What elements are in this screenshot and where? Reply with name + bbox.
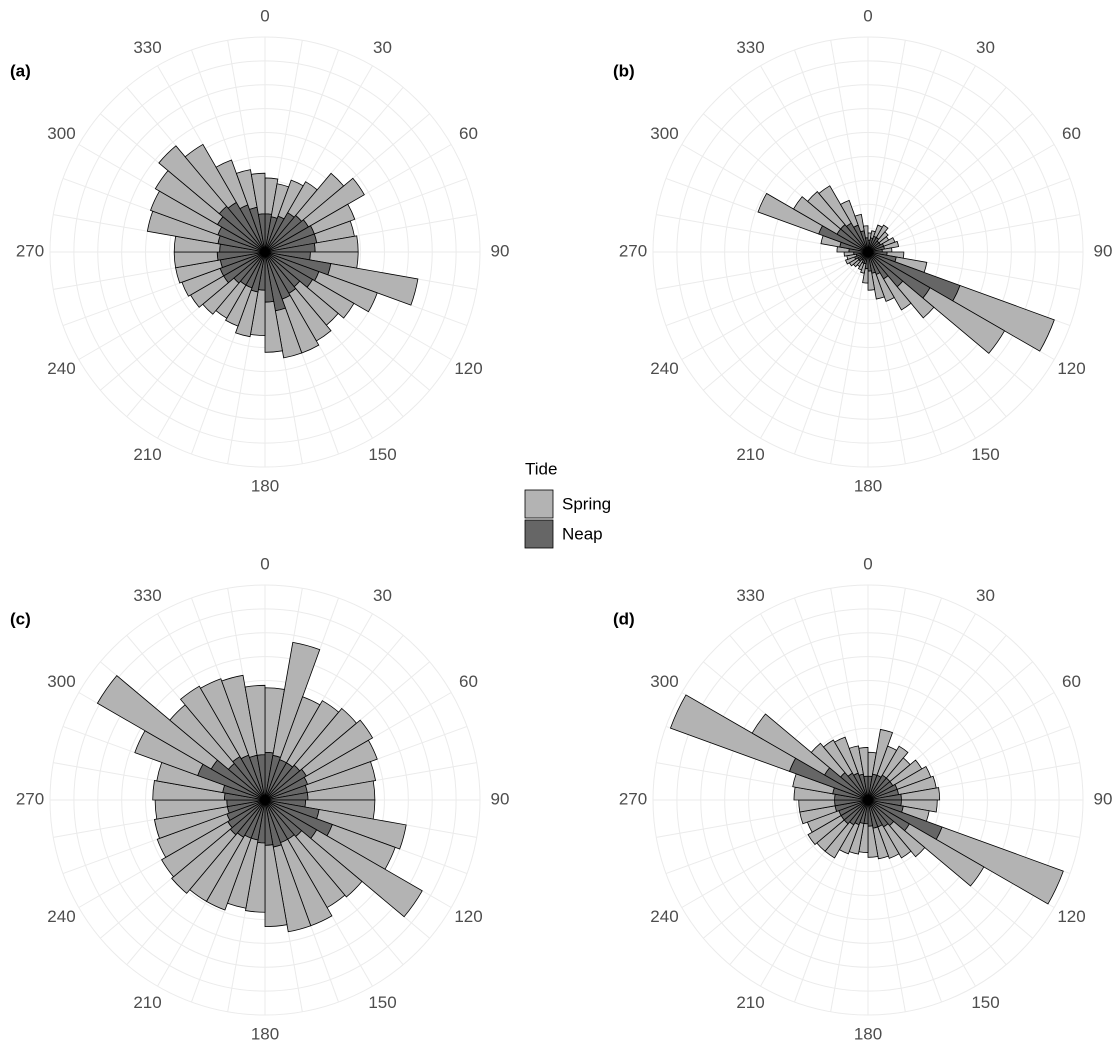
angle-tick-label: 150 xyxy=(971,993,999,1012)
grid-spoke xyxy=(665,251,869,327)
angle-tick-label: 330 xyxy=(736,38,764,57)
grid-spoke xyxy=(867,214,1080,253)
angle-tick-label: 150 xyxy=(971,445,999,464)
angle-tick-label: 240 xyxy=(650,359,678,378)
rose-panel: 0 30 60 90 120 150 180 210 240 270 300 330 (b) xyxy=(613,6,1112,495)
angle-tick-label: 90 xyxy=(1094,789,1113,808)
angle-tick-label: 30 xyxy=(373,586,392,605)
angle-tick-label: 0 xyxy=(863,6,872,25)
grid-spoke xyxy=(760,251,869,439)
angle-tick-label: 210 xyxy=(133,993,161,1012)
legend-label: Neap xyxy=(562,524,603,543)
angle-tick-label: 240 xyxy=(47,359,75,378)
angle-tick-label: 270 xyxy=(16,789,44,808)
rose-bar xyxy=(862,225,869,239)
panel-label: (d) xyxy=(613,609,635,628)
panel-label: (b) xyxy=(613,61,635,80)
angle-tick-label: 300 xyxy=(47,672,75,691)
panel-label: (a) xyxy=(10,61,31,80)
angle-tick-label: 30 xyxy=(976,586,995,605)
angle-tick-label: 270 xyxy=(619,241,647,260)
angle-tick-label: 60 xyxy=(1062,672,1081,691)
angle-tick-label: 90 xyxy=(491,241,510,260)
legend-label: Spring xyxy=(562,494,611,513)
angle-tick-label: 210 xyxy=(736,993,764,1012)
grid-spoke xyxy=(656,251,869,290)
angle-tick-label: 90 xyxy=(1094,241,1113,260)
rose-panel: 0 30 60 90 120 150 180 210 240 270 300 330 (a) xyxy=(10,6,509,495)
grid-spoke xyxy=(867,177,1071,253)
angle-tick-label: 180 xyxy=(854,476,882,495)
rose-bar xyxy=(858,747,869,777)
angle-tick-label: 210 xyxy=(736,445,764,464)
legend-swatch xyxy=(524,519,554,549)
angle-tick-label: 0 xyxy=(863,554,872,573)
angle-tick-label: 330 xyxy=(736,586,764,605)
angle-tick-label: 30 xyxy=(373,38,392,57)
angle-tick-label: 270 xyxy=(16,241,44,260)
rose-panel: 0 30 60 90 120 150 180 210 240 270 300 330 (d) xyxy=(613,554,1112,1043)
legend-swatch xyxy=(524,489,554,519)
angle-tick-label: 90 xyxy=(491,789,510,808)
panel-label: (c) xyxy=(10,609,31,628)
rose-bar xyxy=(250,172,266,215)
grid-spoke xyxy=(830,251,869,464)
angle-tick-label: 150 xyxy=(368,993,396,1012)
grid-spoke xyxy=(867,86,1007,253)
legend-title: Tide xyxy=(525,459,557,478)
angle-tick-label: 120 xyxy=(454,907,482,926)
angle-tick-label: 270 xyxy=(619,789,647,808)
grid-spoke xyxy=(681,251,869,360)
angle-tick-label: 210 xyxy=(133,445,161,464)
grid-spoke xyxy=(867,144,1055,253)
angle-tick-label: 330 xyxy=(133,586,161,605)
rose-bar xyxy=(244,684,266,756)
angle-tick-label: 300 xyxy=(650,124,678,143)
angle-tick-label: 60 xyxy=(1062,124,1081,143)
legend: Tide Spring Neap xyxy=(524,459,611,549)
rose-panel: 0 30 60 90 120 150 180 210 240 270 300 330 (c) xyxy=(10,554,509,1043)
angle-tick-label: 330 xyxy=(133,38,161,57)
grid-spoke xyxy=(867,40,906,253)
grid-spoke xyxy=(867,113,1034,253)
grid-spoke xyxy=(702,251,869,391)
angle-tick-label: 240 xyxy=(47,907,75,926)
angle-tick-label: 60 xyxy=(459,672,478,691)
grid-spoke xyxy=(867,49,943,253)
angle-tick-label: 60 xyxy=(459,124,478,143)
angle-tick-label: 120 xyxy=(454,359,482,378)
grid-spoke xyxy=(867,65,976,253)
angle-tick-label: 300 xyxy=(650,672,678,691)
angle-tick-label: 300 xyxy=(47,124,75,143)
angle-tick-label: 180 xyxy=(854,1024,882,1043)
angle-tick-label: 240 xyxy=(650,907,678,926)
angle-tick-label: 0 xyxy=(260,554,269,573)
angle-tick-label: 120 xyxy=(1057,907,1085,926)
grid-spoke xyxy=(729,251,869,418)
angle-tick-label: 150 xyxy=(368,445,396,464)
angle-tick-label: 0 xyxy=(260,6,269,25)
angle-tick-label: 30 xyxy=(976,38,995,57)
grid-spoke xyxy=(793,251,869,455)
angle-tick-label: 120 xyxy=(1057,359,1085,378)
angle-tick-label: 180 xyxy=(251,476,279,495)
angle-tick-label: 180 xyxy=(251,1024,279,1043)
